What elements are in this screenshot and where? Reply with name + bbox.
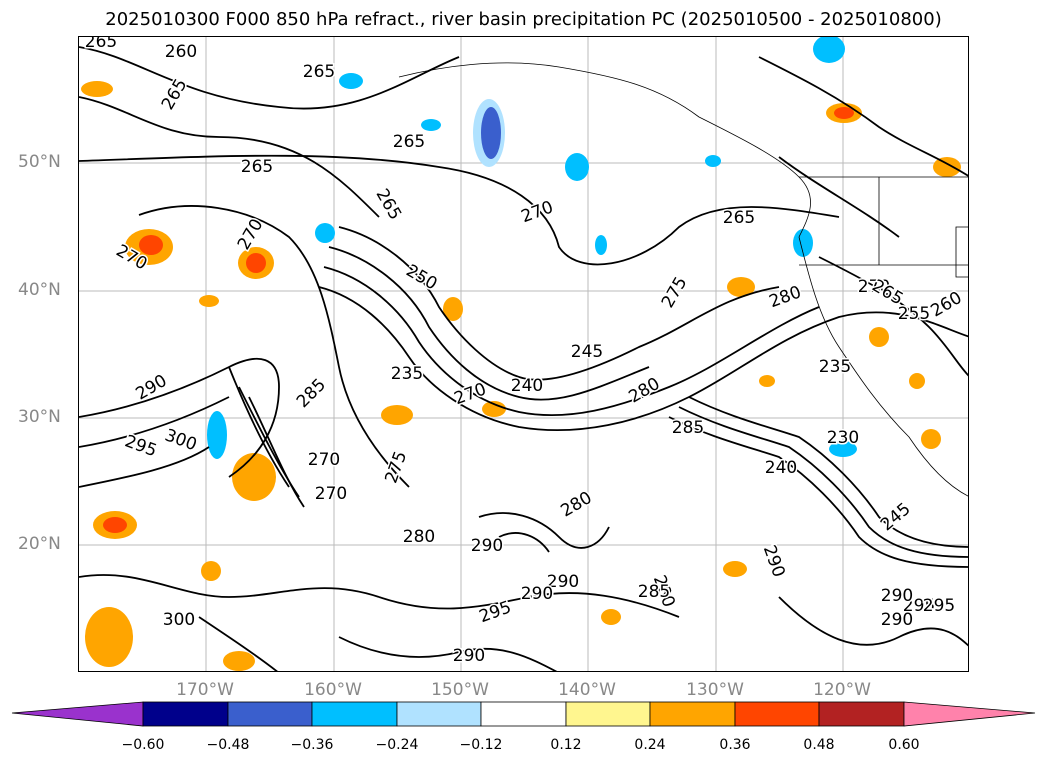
contour-label: 255 (898, 304, 930, 324)
contour-layer (79, 46, 968, 671)
colorbar-swatch (734, 701, 820, 727)
contour-label: 290 (471, 536, 503, 556)
contour-label: 280 (403, 527, 435, 547)
coastline-layer (398, 62, 968, 497)
graticule (79, 37, 968, 671)
contour-label: 270 (308, 450, 340, 470)
map-title: 2025010300 F000 850 hPa refract., river … (105, 9, 942, 30)
lat-label-50n: 50°N (18, 152, 61, 172)
contour-label: 280 (767, 282, 804, 312)
colorbar-swatch (565, 701, 651, 727)
lon-label-130w: 130°W (686, 680, 744, 700)
lon-label-170w: 170°W (176, 680, 234, 700)
contour-label: 295 (122, 431, 159, 461)
colorbar-tick: −0.24 (375, 737, 419, 753)
colorbar-swatch (649, 701, 736, 727)
colorbar-swatch (227, 701, 313, 727)
colorbar-tick: 0.36 (719, 737, 751, 753)
contour-label: 260 (165, 42, 197, 62)
contour-label: 290 (759, 543, 789, 580)
contour-label: 265 (158, 75, 192, 113)
contour-label: 265 (303, 62, 335, 82)
lon-label-120w: 120°W (813, 680, 871, 700)
contour-label: 280 (557, 488, 595, 522)
contour-label: 275 (658, 273, 692, 311)
contour-label: 300 (163, 610, 195, 630)
contour-label: 285 (672, 418, 704, 438)
contour-label: 235 (391, 364, 423, 384)
colorbar-tick: −0.60 (121, 737, 165, 753)
contour-label: 295 (903, 596, 935, 616)
contour-label: 270 (858, 277, 890, 297)
contour-label: 290 (521, 584, 553, 604)
contour-label: 290 (881, 586, 913, 606)
contour-label: 270 (519, 197, 556, 227)
contour-label: 300 (162, 425, 199, 455)
map-panel: 265 260 265 265 265 265 265 270 270 270 265 270 275 2… (78, 36, 969, 672)
contour-label: 290 (547, 572, 579, 592)
colorbar-swatch (903, 701, 1036, 727)
contour-label: 295 (923, 596, 955, 616)
contour-label: 295 (477, 597, 514, 627)
lon-label-150w: 150°W (431, 680, 489, 700)
lat-label-40n: 40°N (18, 280, 61, 300)
contour-label: 265 (85, 37, 117, 52)
map-canvas: 265 260 265 265 265 265 265 270 270 270 265 270 275 2… (79, 37, 968, 671)
colorbar-swatch (396, 701, 482, 727)
colorbar-swatch (11, 701, 144, 727)
colorbar-swatch (142, 701, 229, 727)
colorbar-tick: 0.12 (550, 737, 582, 753)
contour-label: 265 (372, 185, 406, 223)
colorbar-tick: −0.12 (459, 737, 503, 753)
lon-label-160w: 160°W (304, 680, 362, 700)
contour-label: 240 (765, 458, 797, 478)
contour-label: 275 (381, 449, 411, 486)
contour-label: 265 (241, 157, 273, 177)
contour-label: 290 (881, 610, 913, 630)
contour-label: 245 (877, 499, 915, 535)
contour-label: 265 (723, 208, 755, 228)
lat-label-20n: 20°N (18, 534, 61, 554)
contour-label: 240 (511, 376, 543, 396)
shading-layer (81, 37, 961, 671)
contour-label: 290 (453, 646, 485, 666)
colorbar-swatch (311, 701, 398, 727)
colorbar-swatch (480, 701, 567, 727)
colorbar-tick: 0.24 (634, 737, 666, 753)
colorbar-tick: −0.36 (290, 737, 334, 753)
contour-label: 285 (638, 582, 670, 602)
colorbar-swatch (818, 701, 905, 727)
colorbar-tick: −0.48 (206, 737, 250, 753)
contour-label: 245 (571, 342, 603, 362)
colorbar-tick: 0.48 (803, 737, 835, 753)
contour-label: 270 (452, 379, 489, 409)
colorbar-tick: 0.60 (888, 737, 920, 753)
contour-label: 280 (625, 374, 663, 408)
contour-label: 265 (393, 132, 425, 152)
contour-label: 235 (819, 357, 851, 377)
contour-label: 285 (293, 375, 330, 412)
contour-label: 260 (927, 288, 965, 322)
colorbar (11, 701, 1036, 727)
contour-label: 230 (827, 428, 859, 448)
contour-label: 270 (315, 484, 347, 504)
lon-label-140w: 140°W (558, 680, 616, 700)
lat-label-30n: 30°N (18, 407, 61, 427)
